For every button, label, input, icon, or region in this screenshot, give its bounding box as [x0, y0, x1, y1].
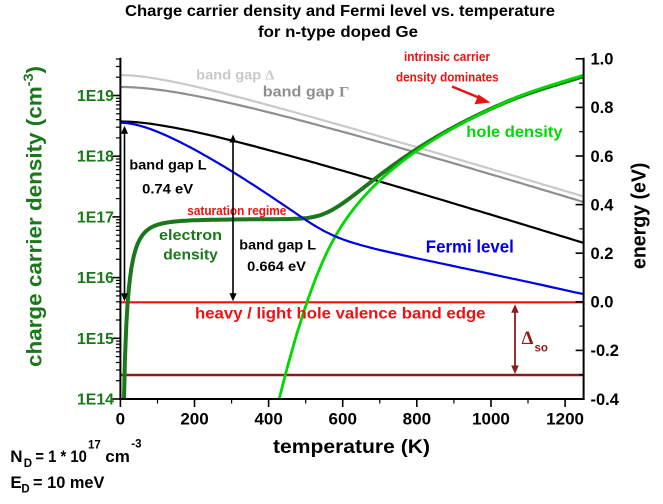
svg-text:1E14: 1E14	[77, 392, 114, 409]
svg-text:D: D	[24, 458, 32, 470]
svg-text:1000: 1000	[472, 410, 510, 429]
svg-text:0.74 eV: 0.74 eV	[142, 181, 194, 197]
svg-text:0: 0	[116, 410, 125, 429]
svg-text:0.6: 0.6	[591, 148, 614, 166]
svg-text:heavy / light hole valence ban: heavy / light hole valence band edge	[195, 305, 486, 322]
svg-text:charge carrier density (cm-3): charge carrier density (cm-3)	[21, 66, 47, 367]
svg-text:1200: 1200	[546, 410, 584, 429]
svg-text:0.2: 0.2	[591, 245, 614, 263]
svg-text:0.8: 0.8	[591, 99, 614, 117]
svg-text:1E16: 1E16	[77, 270, 114, 287]
svg-text:600: 600	[329, 410, 357, 429]
svg-text:band gap Δ: band gap Δ	[196, 66, 275, 83]
svg-text:= 1 * 10: = 1 * 10	[35, 447, 86, 466]
svg-text:17: 17	[88, 439, 101, 451]
svg-text:0.4: 0.4	[591, 196, 615, 214]
svg-text:band gap Γ: band gap Γ	[263, 84, 350, 101]
svg-text:-0.4: -0.4	[591, 391, 620, 409]
svg-text:0.0: 0.0	[591, 294, 614, 312]
svg-text:Δ: Δ	[522, 328, 534, 349]
svg-text:density: density	[163, 247, 218, 264]
svg-text:band gap L: band gap L	[129, 156, 207, 172]
svg-text:-3: -3	[131, 438, 141, 450]
svg-text:E: E	[10, 473, 21, 492]
svg-text:800: 800	[403, 410, 431, 429]
svg-text:electron: electron	[159, 227, 222, 244]
svg-text:band gap L: band gap L	[239, 236, 316, 252]
svg-text:400: 400	[254, 410, 282, 429]
svg-text:1E19: 1E19	[77, 88, 114, 105]
svg-text:N: N	[10, 447, 22, 466]
svg-text:for n-type doped Ge: for n-type doped Ge	[258, 24, 418, 41]
svg-text:200: 200	[180, 410, 208, 429]
svg-text:hole density: hole density	[466, 124, 562, 141]
svg-text:Fermi level: Fermi level	[426, 237, 514, 257]
svg-text:1E18: 1E18	[77, 149, 114, 166]
svg-text:cm: cm	[105, 447, 130, 466]
svg-text:= 10 meV: = 10 meV	[33, 473, 105, 492]
svg-text:density dominates: density dominates	[396, 71, 499, 85]
svg-text:1E15: 1E15	[77, 331, 114, 348]
svg-text:so: so	[535, 343, 548, 355]
svg-text:Charge carrier density and Fer: Charge carrier density and Fermi level v…	[125, 3, 555, 20]
svg-text:0.664 eV: 0.664 eV	[247, 258, 306, 274]
svg-text:1.0: 1.0	[591, 51, 614, 69]
svg-text:1E17: 1E17	[77, 209, 114, 226]
svg-text:saturation regime: saturation regime	[187, 204, 286, 218]
svg-text:D: D	[21, 483, 29, 495]
svg-text:energy (eV): energy (eV)	[629, 163, 651, 269]
svg-text:intrinsic carrier: intrinsic carrier	[404, 50, 490, 64]
svg-text:-0.2: -0.2	[591, 342, 619, 360]
svg-text:temperature (K): temperature (K)	[273, 437, 430, 458]
